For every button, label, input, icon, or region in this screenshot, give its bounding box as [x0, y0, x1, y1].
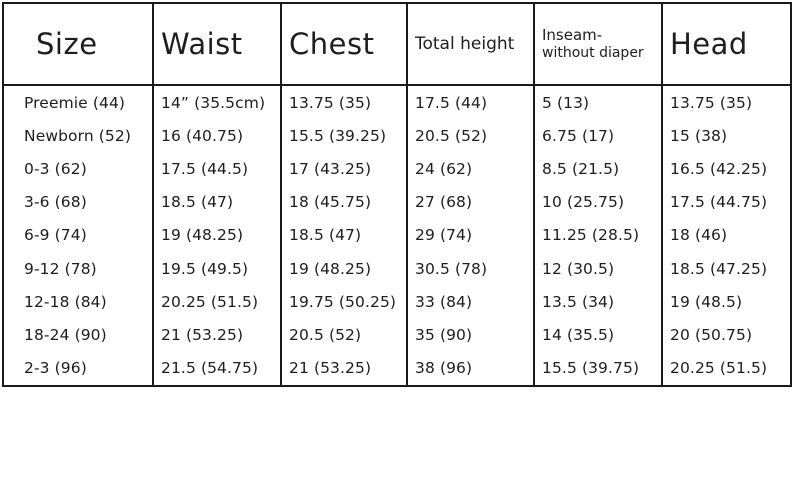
cell-inseam: 6.75 (17) — [533, 119, 663, 153]
cell-inseam: 12 (30.5) — [533, 252, 663, 286]
cell-total-height: 17.5 (44) — [406, 85, 535, 120]
cell-chest: 20.5 (52) — [280, 318, 408, 352]
table-row: 12-18 (84) 20.25 (51.5) 19.75 (50.25) 33… — [2, 285, 792, 319]
table-body: Preemie (44) 14” (35.5cm) 13.75 (35) 17.… — [2, 85, 792, 388]
cell-size: 12-18 (84) — [2, 285, 154, 319]
table-header: Size Waist Chest Total height Inseam- wi… — [2, 2, 792, 86]
cell-total-height: 20.5 (52) — [406, 119, 535, 153]
cell-head: 16.5 (42.25) — [661, 152, 792, 186]
cell-head: 13.75 (35) — [661, 85, 792, 120]
cell-inseam: 14 (35.5) — [533, 318, 663, 352]
cell-size: 18-24 (90) — [2, 318, 154, 352]
table-row: 6-9 (74) 19 (48.25) 18.5 (47) 29 (74) 11… — [2, 218, 792, 253]
cell-size: 0-3 (62) — [2, 152, 154, 186]
header-inseam-line2: without diaper — [542, 45, 644, 61]
cell-waist: 19 (48.25) — [152, 218, 282, 253]
table-row: 2-3 (96) 21.5 (54.75) 21 (53.25) 38 (96)… — [2, 351, 792, 388]
header-row: Size Waist Chest Total height Inseam- wi… — [2, 2, 792, 86]
cell-chest: 18 (45.75) — [280, 185, 408, 219]
cell-head: 18.5 (47.25) — [661, 252, 792, 286]
table-row: 9-12 (78) 19.5 (49.5) 19 (48.25) 30.5 (7… — [2, 252, 792, 286]
cell-chest: 18.5 (47) — [280, 218, 408, 253]
header-head: Head — [661, 2, 792, 86]
cell-head: 20 (50.75) — [661, 318, 792, 352]
header-inseam-line1: Inseam- — [542, 26, 603, 44]
cell-head: 19 (48.5) — [661, 285, 792, 319]
table-row: 0-3 (62) 17.5 (44.5) 17 (43.25) 24 (62) … — [2, 152, 792, 186]
cell-inseam: 10 (25.75) — [533, 185, 663, 219]
cell-total-height: 24 (62) — [406, 152, 535, 186]
cell-size: 9-12 (78) — [2, 252, 154, 286]
header-waist: Waist — [152, 2, 282, 86]
cell-size: 3-6 (68) — [2, 185, 154, 219]
cell-chest: 19 (48.25) — [280, 252, 408, 286]
cell-waist: 14” (35.5cm) — [152, 85, 282, 120]
cell-waist: 16 (40.75) — [152, 119, 282, 153]
cell-chest: 17 (43.25) — [280, 152, 408, 186]
cell-total-height: 33 (84) — [406, 285, 535, 319]
table-row: 3-6 (68) 18.5 (47) 18 (45.75) 27 (68) 10… — [2, 185, 792, 219]
header-inseam: Inseam- without diaper — [533, 2, 663, 86]
cell-total-height: 27 (68) — [406, 185, 535, 219]
cell-waist: 21 (53.25) — [152, 318, 282, 352]
cell-total-height: 29 (74) — [406, 218, 535, 253]
cell-head: 20.25 (51.5) — [661, 351, 792, 388]
cell-total-height: 35 (90) — [406, 318, 535, 352]
cell-size: 6-9 (74) — [2, 218, 154, 253]
cell-waist: 20.25 (51.5) — [152, 285, 282, 319]
cell-size: 2-3 (96) — [2, 351, 154, 388]
cell-waist: 17.5 (44.5) — [152, 152, 282, 186]
cell-inseam: 5 (13) — [533, 85, 663, 120]
cell-size: Preemie (44) — [2, 85, 154, 120]
size-chart-table: Size Waist Chest Total height Inseam- wi… — [2, 2, 792, 388]
header-chest: Chest — [280, 2, 408, 86]
table-row: Newborn (52) 16 (40.75) 15.5 (39.25) 20.… — [2, 119, 792, 153]
cell-inseam: 8.5 (21.5) — [533, 152, 663, 186]
cell-waist: 19.5 (49.5) — [152, 252, 282, 286]
cell-head: 15 (38) — [661, 119, 792, 153]
cell-chest: 19.75 (50.25) — [280, 285, 408, 319]
cell-waist: 21.5 (54.75) — [152, 351, 282, 388]
table-row: Preemie (44) 14” (35.5cm) 13.75 (35) 17.… — [2, 85, 792, 120]
header-size: Size — [2, 2, 154, 86]
cell-head: 18 (46) — [661, 218, 792, 253]
cell-chest: 13.75 (35) — [280, 85, 408, 120]
cell-chest: 21 (53.25) — [280, 351, 408, 388]
cell-inseam: 11.25 (28.5) — [533, 218, 663, 253]
cell-total-height: 38 (96) — [406, 351, 535, 388]
header-total-height: Total height — [406, 2, 535, 86]
cell-inseam: 15.5 (39.75) — [533, 351, 663, 388]
cell-head: 17.5 (44.75) — [661, 185, 792, 219]
cell-inseam: 13.5 (34) — [533, 285, 663, 319]
cell-total-height: 30.5 (78) — [406, 252, 535, 286]
cell-size: Newborn (52) — [2, 119, 154, 153]
table-row: 18-24 (90) 21 (53.25) 20.5 (52) 35 (90) … — [2, 318, 792, 352]
cell-waist: 18.5 (47) — [152, 185, 282, 219]
cell-chest: 15.5 (39.25) — [280, 119, 408, 153]
